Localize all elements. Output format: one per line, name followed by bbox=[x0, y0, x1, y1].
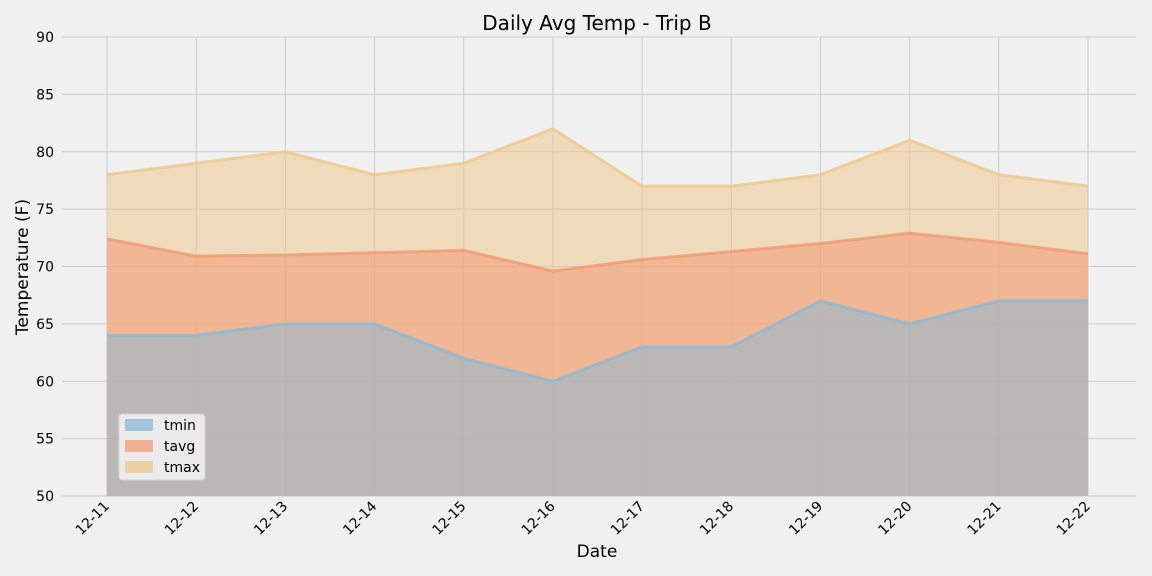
legend-swatch-tmax bbox=[125, 461, 153, 473]
series-areas bbox=[107, 128, 1088, 497]
y-tick-label: 70 bbox=[36, 260, 54, 276]
y-tick-label: 65 bbox=[36, 317, 54, 333]
x-tick-label: 12-19 bbox=[786, 499, 826, 539]
area-tmin bbox=[107, 300, 1088, 496]
legend-label-tmax: tmax bbox=[164, 460, 200, 476]
line-tavg bbox=[106, 231, 1089, 273]
x-tick-label: 12-17 bbox=[608, 499, 648, 539]
x-tick-label: 12-15 bbox=[429, 499, 469, 539]
series-lines bbox=[106, 127, 1089, 383]
legend-items: tmin tavg tmax bbox=[125, 418, 200, 476]
line-tmin bbox=[107, 299, 1088, 383]
x-tick-label: 12-14 bbox=[340, 498, 380, 538]
y-axis-label: Temperature (F) bbox=[13, 199, 33, 336]
y-tick-label: 85 bbox=[36, 87, 54, 103]
x-tick-label: 12-12 bbox=[162, 499, 202, 539]
y-axis-ticks: 50 55 60 65 70 75 80 85 90 bbox=[36, 30, 54, 505]
x-tick-label: 12-11 bbox=[73, 499, 113, 539]
y-tick-label: 75 bbox=[36, 202, 54, 218]
x-tick-label: 12-20 bbox=[875, 499, 915, 539]
legend-label-tmin: tmin bbox=[164, 418, 196, 434]
y-tick-label: 55 bbox=[36, 432, 54, 448]
y-tick-label: 80 bbox=[36, 145, 54, 161]
x-tick-label: 12-22 bbox=[1054, 499, 1094, 539]
line-tmax bbox=[106, 127, 1089, 188]
y-tick-label: 50 bbox=[36, 489, 54, 505]
x-tick-label: 12-13 bbox=[251, 499, 291, 539]
legend-swatch-tavg bbox=[125, 440, 153, 452]
chart-title: Daily Avg Temp - Trip B bbox=[482, 11, 711, 35]
legend-label-tavg: tavg bbox=[164, 439, 195, 455]
y-tick-label: 60 bbox=[36, 374, 54, 390]
x-axis-label: Date bbox=[577, 542, 618, 562]
x-axis-ticks: 12-11 12-12 12-13 12-14 12-15 12-16 12-17 12-18… bbox=[73, 498, 1094, 538]
x-tick-label: 12-16 bbox=[519, 498, 559, 538]
y-tick-label: 90 bbox=[36, 30, 54, 46]
x-tick-label: 12-18 bbox=[697, 499, 737, 539]
legend: tmin tavg tmax bbox=[118, 413, 206, 481]
x-tick-label: 12-21 bbox=[965, 499, 1005, 539]
legend-swatch-tmin bbox=[125, 419, 153, 431]
